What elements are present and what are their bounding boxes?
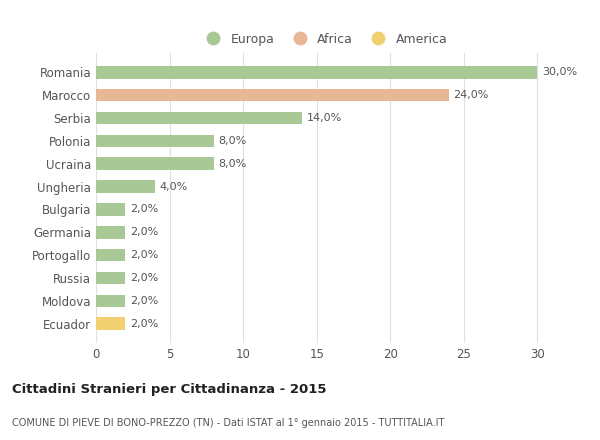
Text: 2,0%: 2,0% xyxy=(130,205,158,214)
Bar xyxy=(96,66,537,79)
Text: 2,0%: 2,0% xyxy=(130,319,158,329)
Bar xyxy=(96,272,125,284)
Bar xyxy=(96,203,125,216)
Text: 4,0%: 4,0% xyxy=(159,182,188,191)
Text: 8,0%: 8,0% xyxy=(218,159,247,169)
Text: 2,0%: 2,0% xyxy=(130,273,158,283)
Text: COMUNE DI PIEVE DI BONO-PREZZO (TN) - Dati ISTAT al 1° gennaio 2015 - TUTTITALIA: COMUNE DI PIEVE DI BONO-PREZZO (TN) - Da… xyxy=(12,418,445,428)
Bar xyxy=(96,249,125,261)
Text: 8,0%: 8,0% xyxy=(218,136,247,146)
Legend: Europa, Africa, America: Europa, Africa, America xyxy=(198,30,450,48)
Bar xyxy=(96,135,214,147)
Text: 24,0%: 24,0% xyxy=(454,90,489,100)
Text: 2,0%: 2,0% xyxy=(130,296,158,306)
Bar xyxy=(96,180,155,193)
Bar xyxy=(96,112,302,124)
Bar xyxy=(96,89,449,102)
Text: 14,0%: 14,0% xyxy=(307,113,341,123)
Text: 30,0%: 30,0% xyxy=(542,67,577,77)
Text: Cittadini Stranieri per Cittadinanza - 2015: Cittadini Stranieri per Cittadinanza - 2… xyxy=(12,383,326,396)
Bar xyxy=(96,294,125,307)
Bar xyxy=(96,317,125,330)
Text: 2,0%: 2,0% xyxy=(130,227,158,237)
Bar xyxy=(96,226,125,238)
Bar xyxy=(96,158,214,170)
Text: 2,0%: 2,0% xyxy=(130,250,158,260)
